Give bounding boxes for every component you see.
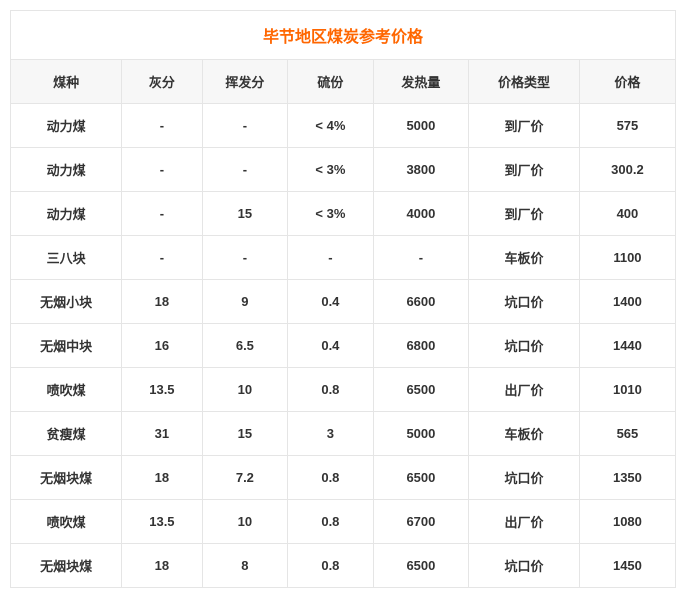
table-cell: 9 [202,280,288,324]
table-cell: 贫瘦煤 [11,412,122,456]
table-cell: 0.8 [288,368,374,412]
table-cell: - [202,104,288,148]
table-cell: 坑口价 [469,324,580,368]
table-cell: < 3% [288,192,374,236]
table-cell: 6500 [373,456,469,500]
table-cell: 坑口价 [469,280,580,324]
table-row: 无烟中块166.50.46800坑口价1440 [11,324,675,368]
table-cell: - [202,236,288,280]
table-cell: 到厂价 [469,148,580,192]
table-cell: - [373,236,469,280]
table-cell: 车板价 [469,236,580,280]
table-cell: 喷吹煤 [11,368,122,412]
table-cell: 动力煤 [11,104,122,148]
table-row: 贫瘦煤311535000车板价565 [11,412,675,456]
table-cell: 1450 [579,544,675,588]
table-cell: 16 [122,324,202,368]
table-cell: 10 [202,368,288,412]
table-cell: 三八块 [11,236,122,280]
table-cell: < 3% [288,148,374,192]
table-cell: 无烟块煤 [11,456,122,500]
table-cell: 5000 [373,104,469,148]
table-cell: 575 [579,104,675,148]
col-header: 发热量 [373,60,469,104]
table-row: 无烟小块1890.46600坑口价1400 [11,280,675,324]
table-cell: - [122,192,202,236]
col-header: 价格类型 [469,60,580,104]
table-cell: 3800 [373,148,469,192]
table-cell: 无烟块煤 [11,544,122,588]
table-cell: 400 [579,192,675,236]
col-header: 价格 [579,60,675,104]
table-cell: 6600 [373,280,469,324]
table-cell: 6800 [373,324,469,368]
table-cell: 5000 [373,412,469,456]
table-cell: 300.2 [579,148,675,192]
table-cell: 车板价 [469,412,580,456]
table-cell: 0.4 [288,324,374,368]
table-cell: 1440 [579,324,675,368]
table-cell: 1350 [579,456,675,500]
price-table-container: 毕节地区煤炭参考价格 煤种 灰分 挥发分 硫份 发热量 价格类型 价格 动力煤-… [10,10,676,588]
table-header-row: 煤种 灰分 挥发分 硫份 发热量 价格类型 价格 [11,60,675,104]
table-row: 三八块----车板价1100 [11,236,675,280]
table-cell: 18 [122,280,202,324]
table-cell: 565 [579,412,675,456]
table-cell: < 4% [288,104,374,148]
table-row: 动力煤--< 4%5000到厂价575 [11,104,675,148]
table-cell: - [122,236,202,280]
table-cell: 15 [202,192,288,236]
table-cell: - [122,104,202,148]
table-cell: 到厂价 [469,104,580,148]
table-cell: 18 [122,544,202,588]
coal-price-table: 煤种 灰分 挥发分 硫份 发热量 价格类型 价格 动力煤--< 4%5000到厂… [11,60,675,587]
table-cell: 3 [288,412,374,456]
table-cell: - [288,236,374,280]
table-cell: - [202,148,288,192]
table-cell: 0.4 [288,280,374,324]
table-cell: 6500 [373,544,469,588]
table-cell: 15 [202,412,288,456]
table-cell: 无烟中块 [11,324,122,368]
col-header: 灰分 [122,60,202,104]
table-cell: 到厂价 [469,192,580,236]
table-cell: 0.8 [288,544,374,588]
table-row: 喷吹煤13.5100.86500出厂价1010 [11,368,675,412]
table-cell: 动力煤 [11,192,122,236]
table-row: 无烟块煤187.20.86500坑口价1350 [11,456,675,500]
table-cell: 1400 [579,280,675,324]
table-cell: 坑口价 [469,456,580,500]
table-cell: 0.8 [288,456,374,500]
table-row: 动力煤--< 3%3800到厂价300.2 [11,148,675,192]
table-cell: 4000 [373,192,469,236]
table-row: 动力煤-15< 3%4000到厂价400 [11,192,675,236]
col-header: 挥发分 [202,60,288,104]
col-header: 煤种 [11,60,122,104]
table-cell: - [122,148,202,192]
table-cell: 坑口价 [469,544,580,588]
table-cell: 8 [202,544,288,588]
table-cell: 出厂价 [469,368,580,412]
table-cell: 13.5 [122,368,202,412]
table-cell: 无烟小块 [11,280,122,324]
table-row: 无烟块煤1880.86500坑口价1450 [11,544,675,588]
table-title: 毕节地区煤炭参考价格 [11,11,675,60]
table-cell: 18 [122,456,202,500]
table-cell: 7.2 [202,456,288,500]
table-cell: 1100 [579,236,675,280]
table-cell: 6500 [373,368,469,412]
table-cell: 1010 [579,368,675,412]
table-cell: 31 [122,412,202,456]
table-cell: 动力煤 [11,148,122,192]
col-header: 硫份 [288,60,374,104]
table-cell: 6.5 [202,324,288,368]
